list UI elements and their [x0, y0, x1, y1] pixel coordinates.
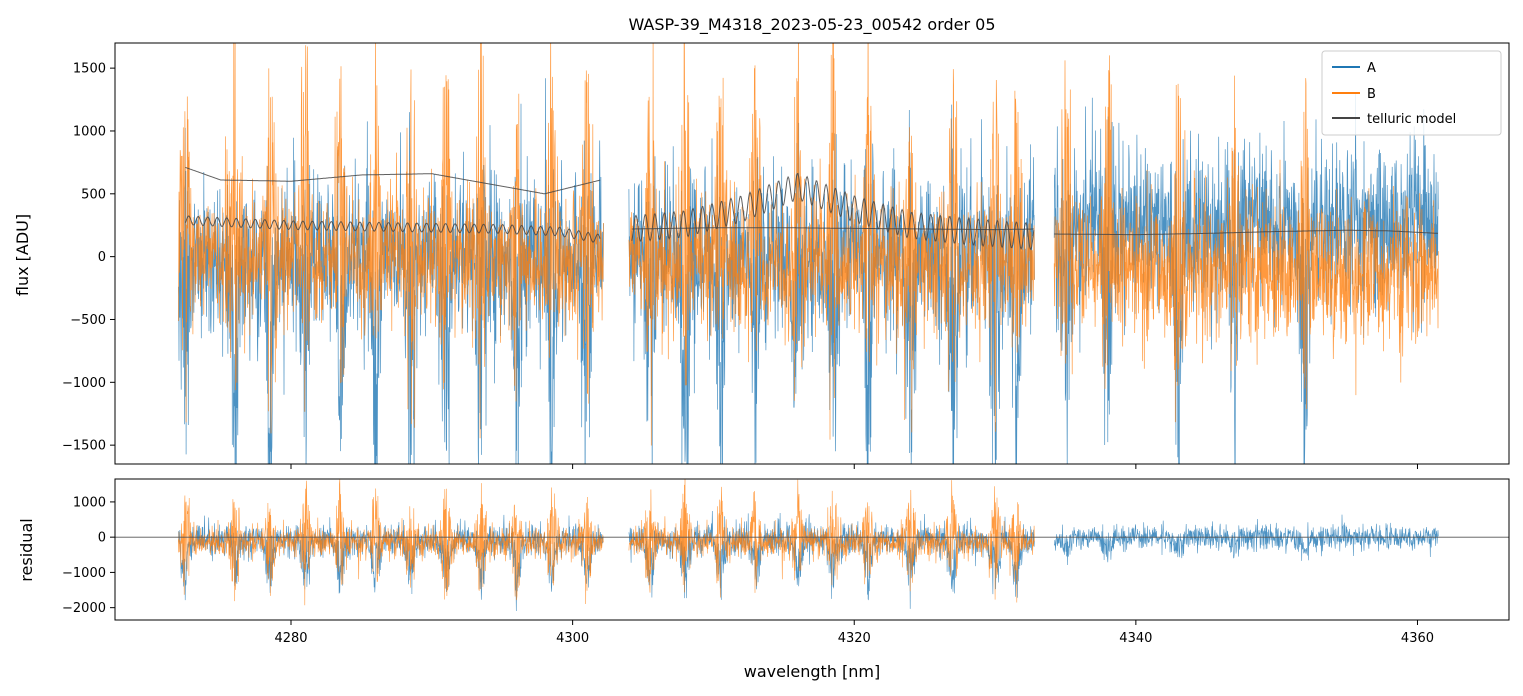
residual-y-tick-label: −2000: [62, 601, 106, 616]
telluric-model-curve: [631, 172, 1035, 250]
residual-panel: −2000 −1000 0 1000 4280 4300 4320 4340 4360 res…: [17, 478, 1510, 681]
residual-b-line: [178, 479, 1035, 606]
main-y-tick-label: 1000: [73, 124, 106, 139]
legend-label-a: A: [1367, 61, 1376, 76]
main-y-axis-label: flux [ADU]: [13, 214, 32, 296]
x-axis-label: wavelength [nm]: [744, 662, 881, 681]
residual-y-tick-label: 1000: [73, 495, 106, 510]
telluric-model-curve: [631, 227, 1034, 231]
main-y-tick-label: −1000: [62, 376, 106, 391]
legend-box: [1321, 50, 1502, 136]
residual-plot-area: [115, 479, 1509, 612]
residual-y-axis: −2000 −1000 0 1000: [62, 495, 115, 616]
main-y-axis: −1500 −1000 −500 0 500 1000 1500: [62, 62, 115, 454]
residual-y-tick-label: −1000: [62, 566, 106, 581]
main-panel-frame: [114, 42, 1510, 465]
main-plot-area: [178, 43, 1439, 464]
main-x-axis: [290, 464, 1418, 469]
residual-panel-frame: [114, 478, 1510, 621]
residual-x-tick-label: 4300: [556, 631, 589, 646]
main-y-tick-label: 1500: [73, 62, 106, 77]
series-b-line: [178, 43, 1439, 446]
legend: A B telluric model: [1321, 50, 1502, 136]
legend-label-b: B: [1367, 87, 1376, 102]
legend-label-telluric-model: telluric model: [1367, 112, 1456, 127]
residual-x-tick-label: 4280: [274, 631, 307, 646]
chart-title: WASP-39_M4318_2023-05-23_00542 order 05: [628, 15, 995, 35]
residual-x-axis: 4280 4300 4320 4340 4360: [274, 620, 1434, 646]
residual-x-tick-label: 4360: [1401, 631, 1434, 646]
main-y-tick-label: −1500: [62, 439, 106, 454]
residual-x-tick-label: 4320: [838, 631, 871, 646]
main-y-tick-label: 0: [98, 250, 106, 265]
main-y-tick-label: 500: [81, 187, 106, 202]
telluric-model-curve: [1054, 229, 1438, 236]
main-y-tick-label: −500: [70, 313, 106, 328]
residual-y-axis-label: residual: [17, 518, 36, 581]
main-panel: −1500 −1000 −500 0 500 1000 1500 flux [ADU] A …: [13, 42, 1510, 469]
telluric-model-curve: [185, 166, 601, 195]
residual-x-tick-label: 4340: [1119, 631, 1152, 646]
residual-y-tick-label: 0: [98, 531, 106, 546]
telluric-model-curve: [184, 215, 601, 243]
